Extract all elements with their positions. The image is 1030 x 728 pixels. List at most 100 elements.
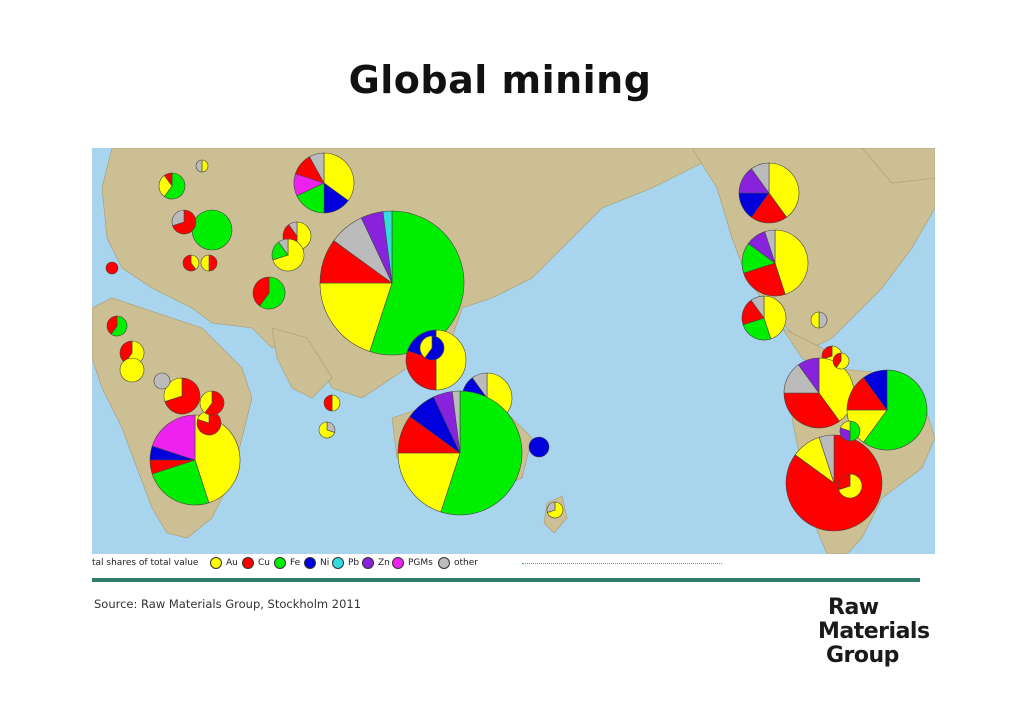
- pie-slice-cu: [106, 315, 118, 335]
- legend-swatch-au: [210, 557, 222, 569]
- legend-item-pb: Pb: [332, 557, 359, 569]
- pie-slice-au: [190, 254, 200, 270]
- pie-slice-cu: [783, 392, 840, 429]
- pie-slice-other: [750, 162, 770, 194]
- raw-materials-group-logo: Raw Materials Group: [818, 595, 930, 668]
- logo-line-2: Materials: [818, 619, 930, 644]
- pie-marker: [293, 152, 355, 214]
- pie-marker: [738, 162, 800, 224]
- pie-marker: [839, 420, 861, 442]
- legend-item-other: other: [438, 557, 478, 569]
- pie-marker: [837, 473, 863, 499]
- pie-slice-other: [153, 372, 171, 390]
- pie-slice-au: [199, 390, 213, 414]
- legend-title: tal shares of total value: [92, 558, 199, 568]
- pie-marker: [171, 209, 197, 235]
- pie-slice-other: [818, 311, 828, 329]
- pie-slice-fe: [863, 369, 928, 451]
- world-mining-map: [92, 148, 935, 554]
- pie-slice-cu: [837, 473, 851, 491]
- pie-slice-cu: [164, 377, 201, 415]
- pie-slice-cu: [750, 192, 788, 224]
- pie-slice-other: [195, 159, 203, 173]
- pie-slice-au: [397, 452, 461, 513]
- pie-marker: [783, 357, 855, 429]
- pie-slice-pb: [382, 210, 393, 284]
- pie-slice-cu: [105, 261, 119, 275]
- pie-slice-fe: [849, 420, 861, 442]
- pie-slice-other: [546, 501, 556, 513]
- pie-marker: [397, 390, 523, 516]
- pie-marker: [149, 414, 241, 506]
- pie-marker: [200, 254, 218, 272]
- pie-slice-other: [451, 390, 461, 454]
- pie-slice-cu: [182, 254, 197, 272]
- pie-slice-cu: [323, 394, 333, 412]
- pie-marker: [846, 369, 928, 451]
- pie-slice-cu: [204, 390, 225, 416]
- legend-swatch-other: [438, 557, 450, 569]
- pie-slice-au: [323, 152, 355, 202]
- pie-slice-au: [158, 175, 173, 197]
- pie-slice-ni: [424, 335, 445, 361]
- india-land: [271, 327, 333, 399]
- legend-item-cu: Cu: [242, 557, 270, 569]
- pie-slice-au: [768, 162, 800, 218]
- pie-marker: [105, 261, 119, 275]
- pie-marker: [741, 229, 809, 297]
- pie-slice-cu: [208, 254, 218, 272]
- legend-dotted-line: [522, 563, 722, 564]
- pie-marker: [191, 209, 233, 251]
- pie-slice-au: [318, 421, 335, 439]
- pie-slice-cu: [252, 276, 270, 307]
- pie-slice-au: [840, 420, 851, 432]
- pie-slice-other: [278, 238, 289, 256]
- pie-charts: [105, 152, 928, 532]
- pie-marker: [153, 372, 171, 390]
- pie-marker: [163, 377, 201, 415]
- pie-slice-au: [319, 282, 393, 352]
- pie-slice-other: [750, 295, 765, 319]
- pie-slice-au: [774, 229, 809, 295]
- pie-marker: [528, 436, 550, 458]
- pie-slice-ni: [528, 436, 550, 458]
- pie-marker: [271, 238, 305, 272]
- pie-marker: [810, 311, 828, 329]
- pie-marker: [195, 159, 209, 173]
- pie-marker: [419, 335, 445, 361]
- pie-slice-other: [818, 434, 835, 484]
- pie-slice-fe: [191, 209, 233, 251]
- legend-swatch-zn: [362, 557, 374, 569]
- pie-marker: [252, 276, 286, 310]
- legend-swatch-pb: [332, 557, 344, 569]
- legend-swatch-cu: [242, 557, 254, 569]
- logo-line-1: Raw: [828, 595, 879, 620]
- pie-slice-zn: [798, 357, 820, 394]
- legend-item-pgms: PGMs: [392, 557, 433, 569]
- pie-slice-fe: [151, 459, 210, 506]
- pie-marker: [546, 501, 564, 519]
- legend-swatch-fe: [274, 557, 286, 569]
- greenland-land: [861, 148, 935, 184]
- legend-item-au: Au: [210, 557, 238, 569]
- pie-marker: [119, 357, 145, 383]
- pie-marker: [323, 394, 341, 412]
- legend-item-fe: Fe: [274, 557, 300, 569]
- pie-marker: [832, 352, 850, 370]
- pie-slice-au: [119, 357, 145, 383]
- pie-slice-ni: [863, 369, 888, 411]
- page-title: Global mining: [348, 58, 652, 102]
- pie-slice-cu: [832, 352, 842, 368]
- pie-slice-other: [309, 152, 325, 184]
- pie-slice-au: [818, 357, 855, 422]
- legend-swatch-ni: [304, 557, 316, 569]
- pie-slice-au: [201, 159, 209, 173]
- pie-slice-fe: [742, 317, 772, 341]
- pie-slice-au: [810, 311, 820, 329]
- pie-slice-au: [272, 238, 305, 272]
- source-note: Source: Raw Materials Group, Stockholm 2…: [94, 597, 362, 611]
- pie-slice-fe: [163, 172, 186, 200]
- pie-slice-cu: [405, 350, 437, 391]
- pie-marker: [319, 210, 465, 356]
- map-legend: tal shares of total value Au Cu Fe Ni Pb…: [92, 556, 935, 572]
